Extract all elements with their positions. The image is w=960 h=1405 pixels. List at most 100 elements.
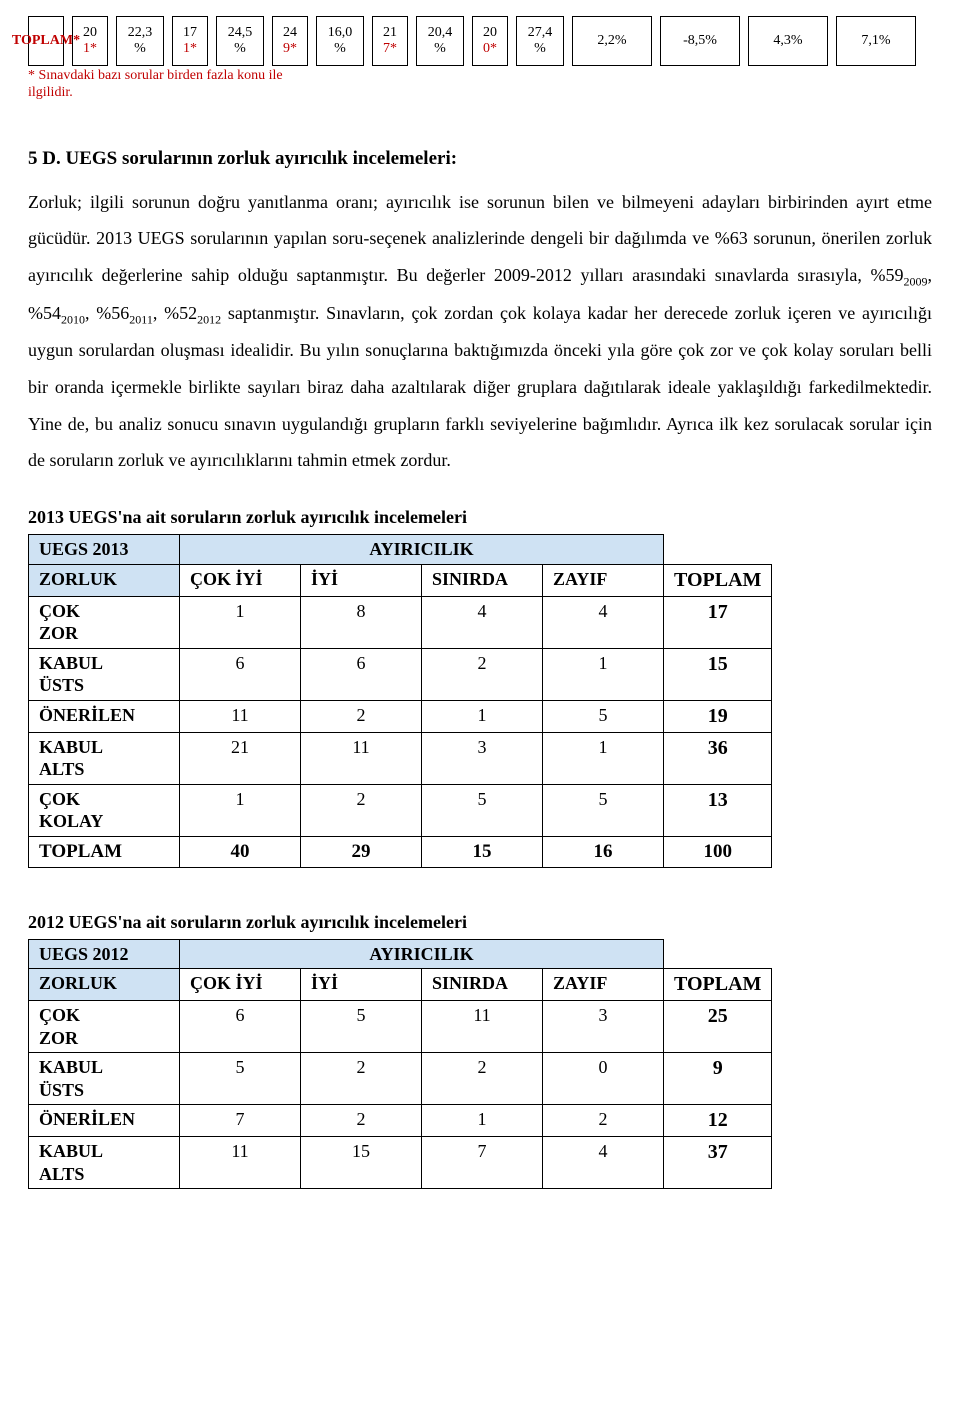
cell: 11 [180,700,301,732]
summary-sub: % [134,41,146,57]
summary-tail: 4,3% [748,16,828,66]
cell: 2 [422,1053,543,1105]
row-total: 25 [664,1001,772,1053]
table-rowgroup: ZORLUK [29,969,180,1001]
summary-val: 21 [383,25,397,41]
row-label: KABULALTS [29,1137,180,1189]
summary-sub: % [534,41,546,57]
summary-sub: 9* [283,41,297,57]
cell: 11 [422,1001,543,1053]
cell: 2 [301,1105,422,1137]
cell: 2 [301,784,422,836]
summary-val: 24,5 [228,25,253,41]
cell: 1 [422,700,543,732]
cell: 7 [422,1137,543,1189]
table-corner: UEGS 2013 [29,535,180,565]
cell: 5 [180,1053,301,1105]
summary-cell: 21 7* [372,16,408,66]
totals-cell: 29 [301,836,422,867]
summary-val: 24 [283,25,297,41]
cell: 7 [180,1105,301,1137]
cell: 1 [543,648,664,700]
summary-val: 20,4 [428,25,453,41]
summary-cell: 20 1* [72,16,108,66]
table-2013: UEGS 2013AYIRICILIKZORLUKÇOK İYİİYİSINIR… [28,534,772,867]
summary-cell: 17 1* [172,16,208,66]
table-col-1: İYİ [301,564,422,596]
summary-cell: 24 9* [272,16,308,66]
row-total: 15 [664,648,772,700]
cell: 6 [180,1001,301,1053]
cell: 15 [301,1137,422,1189]
table-empty [664,535,772,565]
summary-tail: 7,1% [836,16,916,66]
summary-val: 22,3 [128,25,153,41]
row-total: 13 [664,784,772,836]
cell: 3 [422,732,543,784]
cell: 5 [543,700,664,732]
row-label: ÖNERİLEN [29,1105,180,1137]
cell: 1 [180,784,301,836]
summary-sub: 0* [483,41,497,57]
table-rowgroup: ZORLUK [29,564,180,596]
row-total: 36 [664,732,772,784]
row-label: ÖNERİLEN [29,700,180,732]
row-label: ÇOKKOLAY [29,784,180,836]
cell: 6 [180,648,301,700]
row-label: KABULALTS [29,732,180,784]
summary-cell: 20 0* [472,16,508,66]
table-2012: UEGS 2012AYIRICILIKZORLUKÇOK İYİİYİSINIR… [28,939,772,1190]
table-row: ÇOKZOR184417 [29,596,772,648]
row-total: 9 [664,1053,772,1105]
totals-cell: 16 [543,836,664,867]
cell: 21 [180,732,301,784]
table-col-2: SINIRDA [422,969,543,1001]
cell: 4 [422,596,543,648]
table-col-0: ÇOK İYİ [180,564,301,596]
table-row: ÇOKZOR6511325 [29,1001,772,1053]
table-row: KABULALTS11157437 [29,1137,772,1189]
table-col-3: ZAYIF [543,969,664,1001]
table-col-3: ZAYIF [543,564,664,596]
cell: 3 [543,1001,664,1053]
row-label: KABULÜSTS [29,648,180,700]
table-row: KABULALTS21113136 [29,732,772,784]
summary-val: 20 [83,25,97,41]
cell: 5 [543,784,664,836]
totals-label: TOPLAM [29,836,180,867]
row-total: 19 [664,700,772,732]
cell: 11 [180,1137,301,1189]
table-total-label: TOPLAM [664,564,772,596]
totals-cell: 15 [422,836,543,867]
summary-sub: % [434,41,446,57]
row-total: 12 [664,1105,772,1137]
summary-cell: 24,5 % [216,16,264,66]
table-2012-title: 2012 UEGS'na ait soruların zorluk ayırıc… [28,912,932,933]
cell: 6 [301,648,422,700]
table-col-1: İYİ [301,969,422,1001]
summary-cell: 22,3 % [116,16,164,66]
table-2013-title: 2013 UEGS'na ait soruların zorluk ayırıc… [28,507,932,528]
table-colgroup: AYIRICILIK [180,939,664,969]
cell: 11 [301,732,422,784]
row-label: ÇOKZOR [29,1001,180,1053]
summary-tail: -8,5% [660,16,740,66]
table-corner: UEGS 2012 [29,939,180,969]
summary-footnote: * Sınavdaki bazı sorular birden fazla ko… [28,68,308,102]
cell: 2 [422,648,543,700]
table-col-2: SINIRDA [422,564,543,596]
summary-sub: % [234,41,246,57]
cell: 2 [301,700,422,732]
table-row: ÖNERİLEN721212 [29,1105,772,1137]
table-empty [664,939,772,969]
summary-cell: 20,4 % [416,16,464,66]
section-heading: 5 D. UEGS sorularının zorluk ayırıcılık … [28,148,932,170]
summary-sub: 1* [83,41,97,57]
summary-val: 20 [483,25,497,41]
table-row: ÇOKKOLAY125513 [29,784,772,836]
table-total-label: TOPLAM [664,969,772,1001]
table-row: KABULÜSTS662115 [29,648,772,700]
cell: 4 [543,596,664,648]
cell: 1 [180,596,301,648]
cell: 4 [543,1137,664,1189]
